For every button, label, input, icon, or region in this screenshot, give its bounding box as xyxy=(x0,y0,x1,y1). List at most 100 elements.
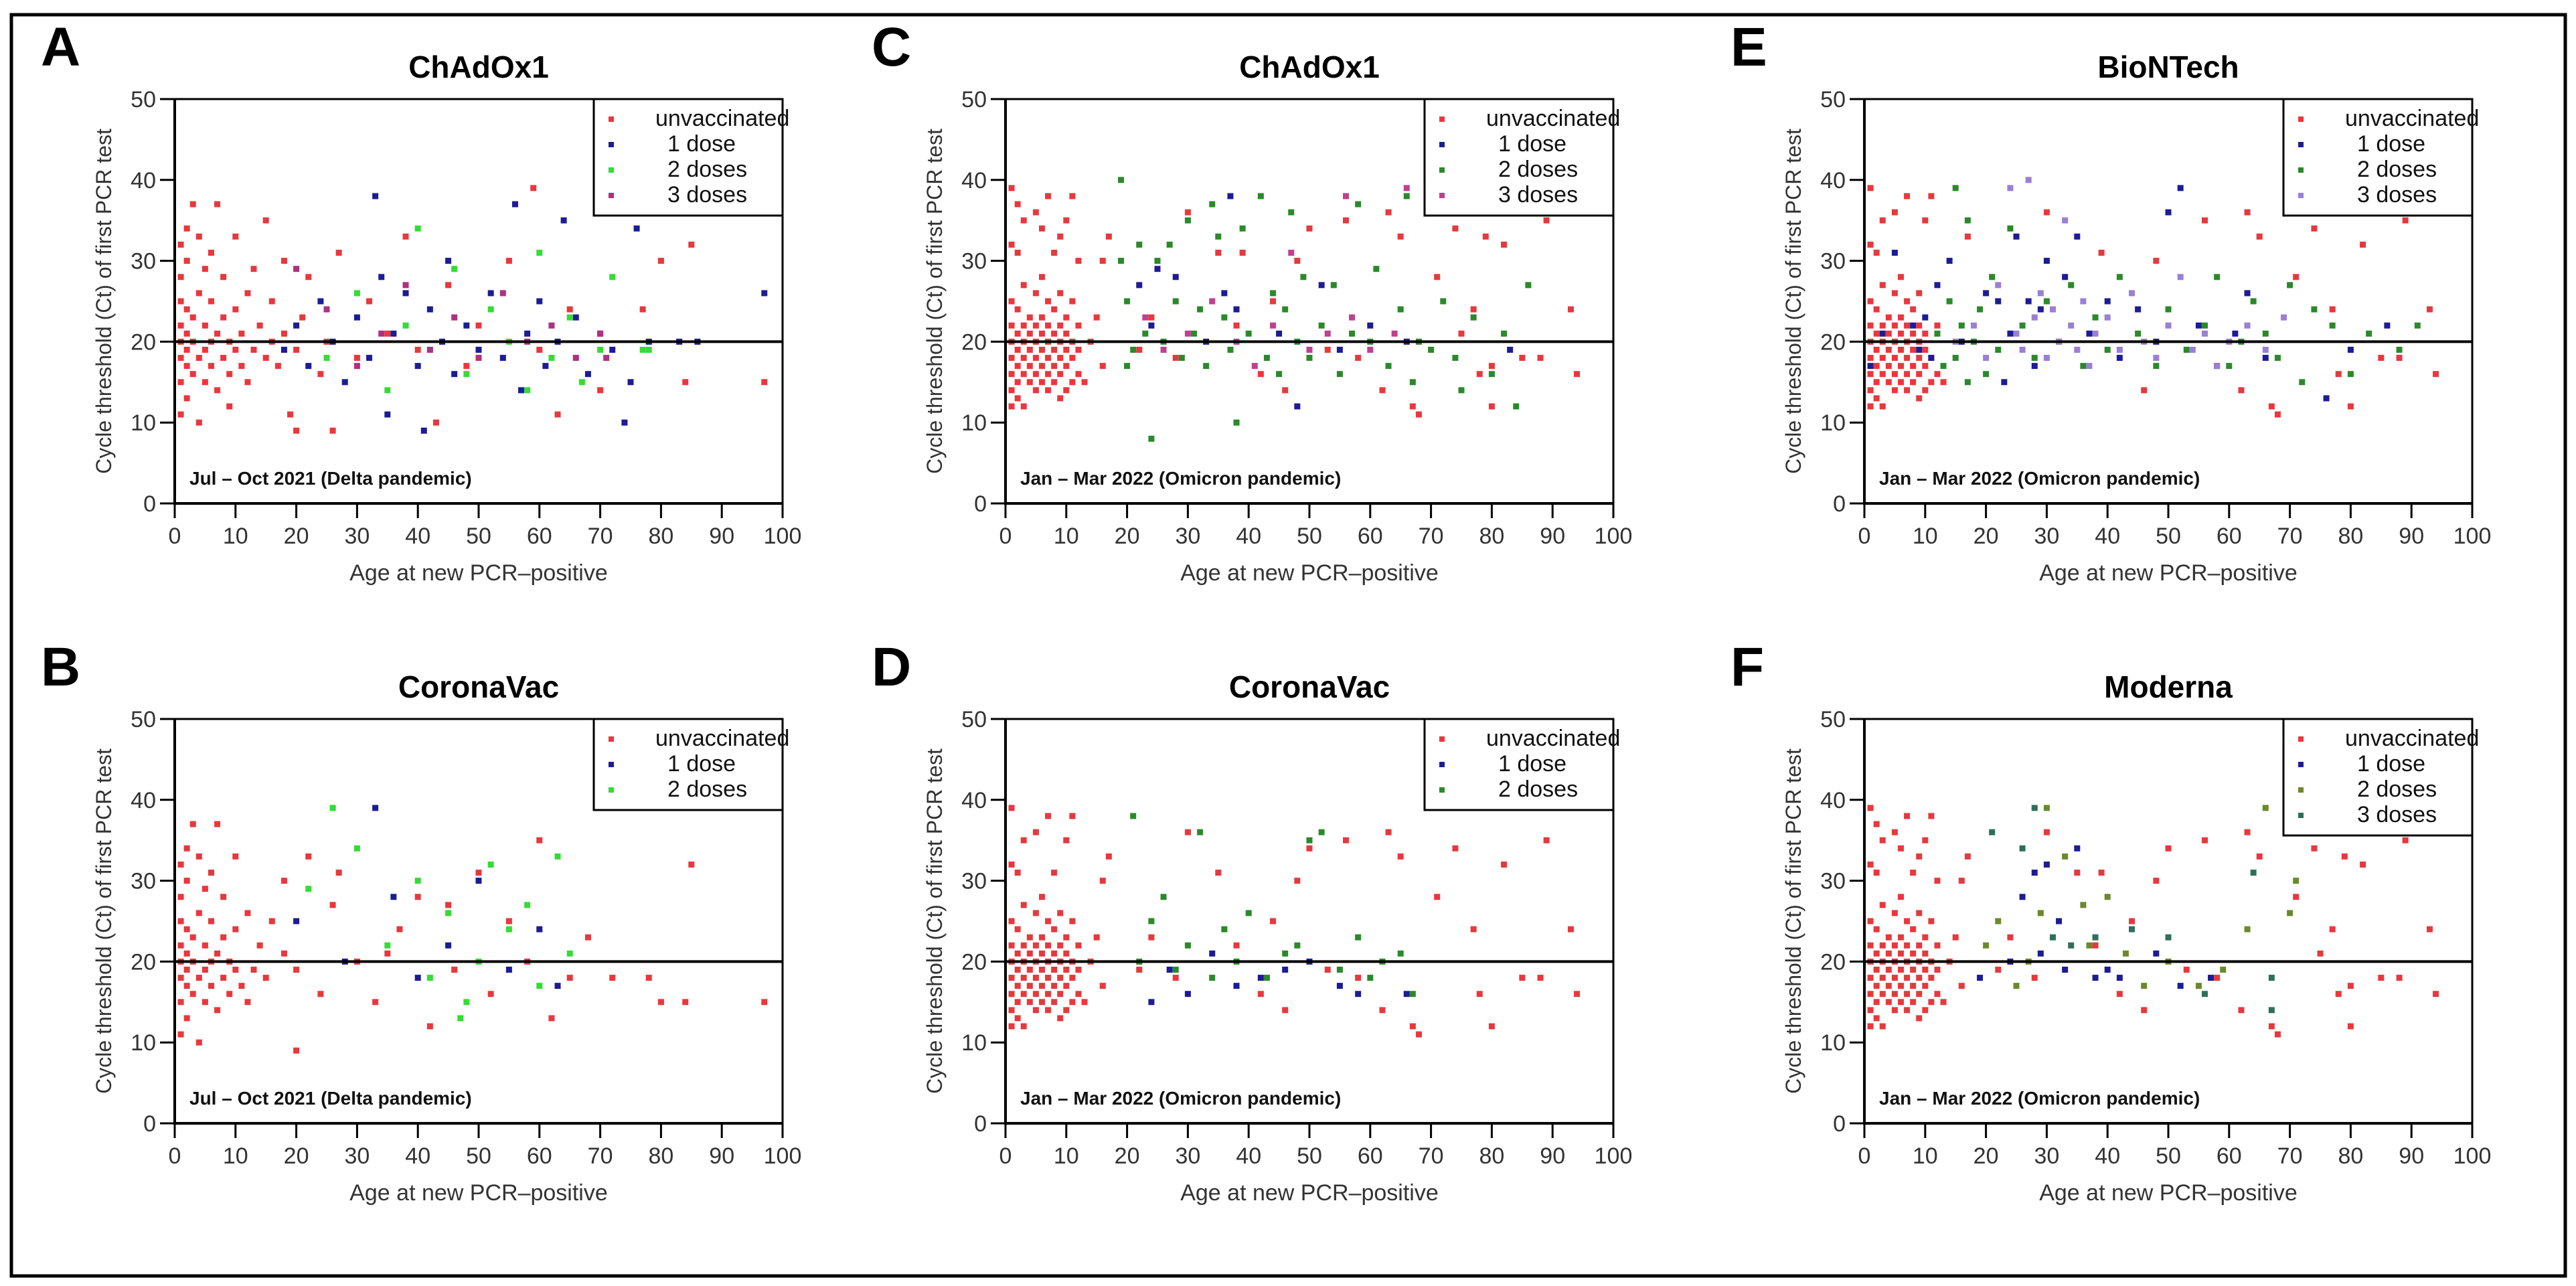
data-point xyxy=(1294,403,1301,410)
data-point xyxy=(1922,837,1929,843)
data-point xyxy=(2396,355,2403,361)
data-point xyxy=(1879,282,1886,289)
data-point xyxy=(1873,999,1880,1006)
data-point xyxy=(1373,266,1380,272)
data-point xyxy=(1282,306,1289,313)
data-point xyxy=(1257,991,1264,997)
data-point xyxy=(238,363,245,370)
data-point xyxy=(2329,322,2336,329)
data-point xyxy=(1574,991,1581,997)
data-point xyxy=(256,942,263,949)
data-point xyxy=(597,330,604,337)
data-point xyxy=(1051,926,1058,933)
data-point xyxy=(299,314,306,321)
data-point xyxy=(2043,861,2050,868)
legend-marker xyxy=(1439,193,1445,198)
data-point xyxy=(2037,910,2044,916)
x-tick-label: 10 xyxy=(223,524,248,549)
data-point xyxy=(1270,290,1277,297)
data-point xyxy=(1891,387,1898,394)
data-point xyxy=(208,870,214,876)
data-point xyxy=(280,258,287,264)
data-point xyxy=(244,999,251,1006)
data-point xyxy=(1051,346,1058,353)
data-point xyxy=(2378,975,2385,981)
data-point xyxy=(1397,306,1404,313)
legend-label: 1 dose xyxy=(667,751,736,777)
data-point xyxy=(645,346,652,353)
data-point xyxy=(1867,355,1874,361)
data-point xyxy=(317,298,324,305)
data-point xyxy=(2274,411,2281,418)
data-point xyxy=(463,371,470,378)
data-point xyxy=(1904,991,1911,997)
legend-box xyxy=(1423,718,1615,811)
data-point xyxy=(1324,966,1331,973)
data-point xyxy=(2244,209,2251,216)
data-point xyxy=(1910,983,1917,989)
data-point xyxy=(177,918,184,925)
data-point xyxy=(2201,330,2208,337)
x-tick-label: 80 xyxy=(1479,1143,1504,1169)
data-point xyxy=(1026,314,1033,321)
data-point xyxy=(1008,942,1015,949)
data-point xyxy=(2104,346,2111,353)
data-point xyxy=(2293,274,2300,280)
data-point xyxy=(1952,934,1959,941)
data-point xyxy=(195,1039,202,1046)
data-point xyxy=(639,346,646,353)
data-point xyxy=(1032,371,1039,378)
data-point xyxy=(2238,387,2245,394)
data-point xyxy=(1897,314,1904,321)
data-point xyxy=(1928,355,1935,361)
data-point xyxy=(1867,991,1874,997)
data-point xyxy=(1367,975,1374,981)
data-point xyxy=(1020,1023,1027,1030)
data-point xyxy=(305,886,312,892)
data-point xyxy=(1336,346,1343,353)
data-point xyxy=(2433,991,2439,997)
data-point xyxy=(177,861,184,868)
data-point xyxy=(536,346,543,353)
data-point xyxy=(621,419,628,426)
data-point xyxy=(1008,387,1015,394)
data-point xyxy=(1885,999,1892,1006)
data-point xyxy=(189,934,196,941)
data-point xyxy=(1032,1007,1039,1014)
data-point xyxy=(1014,346,1021,353)
data-point xyxy=(177,942,184,949)
y-tick-label: 10 xyxy=(961,410,987,436)
data-point xyxy=(1403,193,1410,199)
y-tick-label: 30 xyxy=(131,249,156,274)
data-point xyxy=(244,290,251,297)
data-point xyxy=(202,942,208,949)
data-point xyxy=(2250,298,2257,305)
data-point xyxy=(1397,950,1404,957)
x-tick-label: 90 xyxy=(1540,524,1565,549)
data-point xyxy=(2116,991,2123,997)
data-point xyxy=(1038,894,1045,900)
data-point xyxy=(1197,829,1204,835)
data-point xyxy=(2068,282,2075,289)
data-point xyxy=(554,983,561,989)
data-point xyxy=(1051,950,1058,957)
data-point xyxy=(1032,322,1039,329)
data-point xyxy=(1409,1023,1416,1030)
data-point xyxy=(1470,926,1477,933)
data-point xyxy=(657,999,664,1006)
period-label: Jan – Mar 2022 (Omicron pandemic) xyxy=(1020,468,1341,489)
data-point xyxy=(2007,330,2014,337)
data-point xyxy=(2311,225,2318,232)
data-point xyxy=(1507,346,1514,353)
data-point xyxy=(524,330,531,337)
x-tick-label: 80 xyxy=(2338,524,2363,549)
data-point xyxy=(1154,266,1161,272)
data-point xyxy=(639,306,646,313)
y-tick-label: 0 xyxy=(974,1111,987,1137)
data-point xyxy=(195,975,202,981)
data-point xyxy=(2360,241,2366,248)
data-point xyxy=(1257,193,1264,199)
data-point xyxy=(1148,435,1155,442)
data-point xyxy=(1910,926,1917,933)
data-point xyxy=(1989,274,1996,280)
